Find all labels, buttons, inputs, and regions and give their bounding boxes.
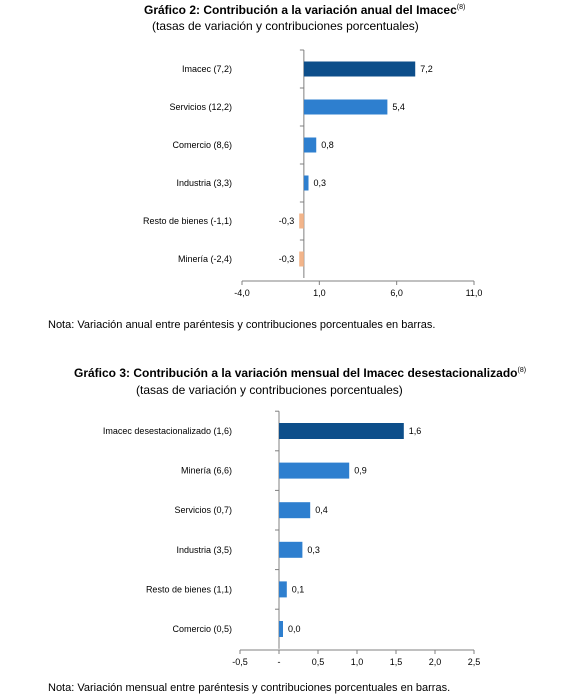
value-label: 0,3 — [314, 178, 327, 188]
value-label: 0,8 — [321, 140, 334, 150]
bar — [279, 462, 350, 479]
category-label: Industria (3,5) — [176, 545, 232, 555]
category-label: Resto de bienes (1,1) — [146, 584, 232, 594]
bar — [299, 213, 304, 229]
x-tick-label: -0,5 — [232, 657, 248, 667]
category-label: Resto de bienes (-1,1) — [143, 216, 232, 226]
category-label: Imacec (7,2) — [182, 64, 232, 74]
category-label: Comercio (8,6) — [172, 140, 232, 150]
bar — [279, 502, 311, 519]
bar — [303, 137, 317, 153]
bar — [299, 251, 304, 267]
x-tick-label: -4,0 — [234, 288, 250, 298]
x-tick-label: 6,0 — [390, 288, 403, 298]
bar — [279, 621, 283, 637]
bar — [279, 423, 404, 439]
value-label: 7,2 — [420, 64, 433, 74]
chart-note: Nota: Variación mensual entre paréntesis… — [48, 682, 451, 694]
x-tick-label: 0,5 — [312, 657, 325, 667]
value-label: 0,0 — [288, 624, 301, 634]
bar — [303, 99, 388, 115]
x-tick-label: - — [278, 657, 281, 667]
chart-subtitle: (tasas de variación y contribuciones por… — [152, 19, 419, 33]
x-tick-label: 11,0 — [466, 288, 483, 298]
value-label: 0,9 — [354, 466, 367, 476]
bar — [279, 581, 287, 598]
bar — [279, 541, 303, 558]
chart-subtitle: (tasas de variación y contribuciones por… — [136, 383, 403, 397]
x-tick-label: 1,0 — [351, 657, 364, 667]
x-tick-label: 1,0 — [313, 288, 326, 298]
value-label: 0,1 — [292, 584, 305, 594]
category-label: Minería (-2,4) — [178, 254, 232, 264]
category-label: Servicios (12,2) — [169, 102, 232, 112]
x-tick-label: 2,5 — [468, 657, 481, 667]
bar-chart-annual: -4,0 1,0 6,0 11,0 Imacec (7,2) 7,2 Servicios (… — [143, 49, 483, 298]
category-label: Imacec desestacionalizado (1,6) — [103, 426, 232, 436]
value-label: 1,6 — [409, 426, 422, 436]
category-label: Minería (6,6) — [181, 466, 232, 476]
chart-note: Nota: Variación anual entre paréntesis y… — [48, 319, 436, 331]
bar — [303, 61, 416, 77]
x-tick-label: 2,0 — [429, 657, 442, 667]
chart-title: Gráfico 3: Contribución a la variación m… — [74, 366, 527, 380]
value-label: 5,4 — [392, 102, 405, 112]
bar — [303, 175, 309, 191]
category-label: Servicios (0,7) — [174, 505, 232, 515]
category-label: Comercio (0,5) — [172, 624, 232, 634]
chart-title: Gráfico 2: Contribución a la variación a… — [144, 3, 466, 17]
x-tick-label: 1,5 — [390, 657, 403, 667]
value-label: 0,4 — [315, 505, 328, 515]
value-label: 0,3 — [307, 545, 320, 555]
value-label: -0,3 — [279, 254, 295, 264]
category-label: Industria (3,3) — [176, 178, 232, 188]
value-label: -0,3 — [279, 216, 295, 226]
